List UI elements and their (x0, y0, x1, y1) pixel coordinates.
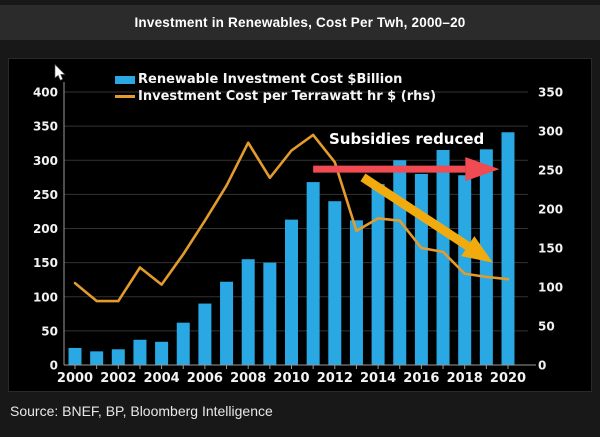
bar-2018 (458, 175, 472, 365)
bar-2009 (263, 262, 277, 365)
chart-legend: Renewable Investment Cost $Billion Inves… (115, 71, 436, 105)
bar-2006 (198, 303, 212, 365)
legend-bar-label: Renewable Investment Cost $Billion (138, 72, 403, 87)
bar-2001 (90, 351, 104, 365)
chart-canvas: 0 50 100 150 200 250 300 350 400 0 50 100 150 200 250 3… (33, 82, 563, 386)
bar-2003 (133, 339, 147, 365)
chart-title-bar: Investment in Renewables, Cost Per Twh, … (0, 5, 600, 40)
left-axis-tick-label: 250 (33, 188, 58, 202)
legend-item-bars: Renewable Investment Cost $Billion (115, 71, 436, 88)
bar-2011 (306, 182, 320, 365)
x-axis-tick-label: 2018 (447, 371, 483, 386)
legend-bar-swatch-icon (115, 75, 135, 84)
right-axis-tick-label: 0 (538, 359, 546, 373)
right-axis-tick-label: 300 (538, 125, 563, 139)
legend-line-swatch-icon (115, 95, 135, 98)
bar-2014 (371, 184, 385, 365)
chart-title: Investment in Renewables, Cost Per Twh, … (134, 15, 466, 30)
bar-2004 (155, 341, 169, 365)
falling-cost-arrow-head (461, 236, 493, 263)
bar-2012 (328, 201, 342, 365)
right-axis-tick-label: 350 (538, 86, 563, 100)
right-axis-tick-label: 150 (538, 242, 563, 256)
left-axis-tick-label: 50 (41, 324, 58, 338)
x-axis-tick-label: 2006 (187, 371, 223, 386)
cost-per-twh-line (73, 133, 510, 303)
x-axis-tick-label: 2014 (360, 371, 396, 386)
x-axis-tick-label: 2016 (403, 371, 439, 386)
bar-2005 (176, 322, 190, 365)
left-axis-tick-label: 100 (33, 290, 58, 304)
bar-2015 (393, 160, 407, 365)
falling-cost-arrow-shaft (360, 173, 471, 250)
right-axis-tick-label: 250 (538, 164, 563, 178)
bar-2020 (501, 132, 515, 365)
left-axis-tick-label: 350 (33, 120, 58, 134)
x-axis-tick-label: 2010 (273, 371, 309, 386)
bar-2007 (220, 281, 234, 365)
left-axis-tick-label: 300 (33, 154, 58, 168)
bar-2016 (414, 173, 428, 365)
bar-2000 (68, 347, 82, 365)
left-axis-tick-label: 150 (33, 256, 58, 270)
source-line: Source: BNEF, BP, Bloomberg Intelligence (10, 403, 273, 419)
right-axis-tick-label: 100 (538, 281, 563, 295)
bar-2002 (111, 349, 125, 365)
left-axis-tick-label: 400 (33, 86, 58, 100)
left-axis-tick-label: 200 (33, 222, 58, 236)
bar-2008 (241, 259, 255, 365)
mouse-cursor-icon (54, 64, 66, 81)
flat-investment-arrow-head (465, 157, 500, 182)
subsidies-annotation: Subsidies reduced (329, 130, 485, 148)
x-axis-tick-label: 2000 (57, 371, 93, 386)
legend-item-line: Investment Cost per Terrawatt hr $ (rhs) (115, 88, 436, 105)
left-axis-tick-label: 0 (50, 359, 58, 373)
legend-line-label: Investment Cost per Terrawatt hr $ (rhs) (138, 89, 437, 104)
x-axis-tick-label: 2012 (317, 371, 353, 386)
x-axis-tick-label: 2008 (230, 371, 266, 386)
x-axis-tick-label: 2002 (100, 371, 136, 386)
right-axis-tick-label: 200 (538, 203, 563, 217)
x-axis-tick-label: 2020 (490, 371, 526, 386)
x-axis-tick-label: 2004 (144, 371, 180, 386)
bar-2010 (285, 219, 298, 365)
right-axis-tick-label: 50 (538, 320, 555, 334)
bar-2013 (349, 220, 363, 365)
chart-panel: 0 50 100 150 200 250 300 350 400 0 50 100 150 200 250 3… (8, 58, 592, 392)
bar-2017 (436, 150, 450, 365)
